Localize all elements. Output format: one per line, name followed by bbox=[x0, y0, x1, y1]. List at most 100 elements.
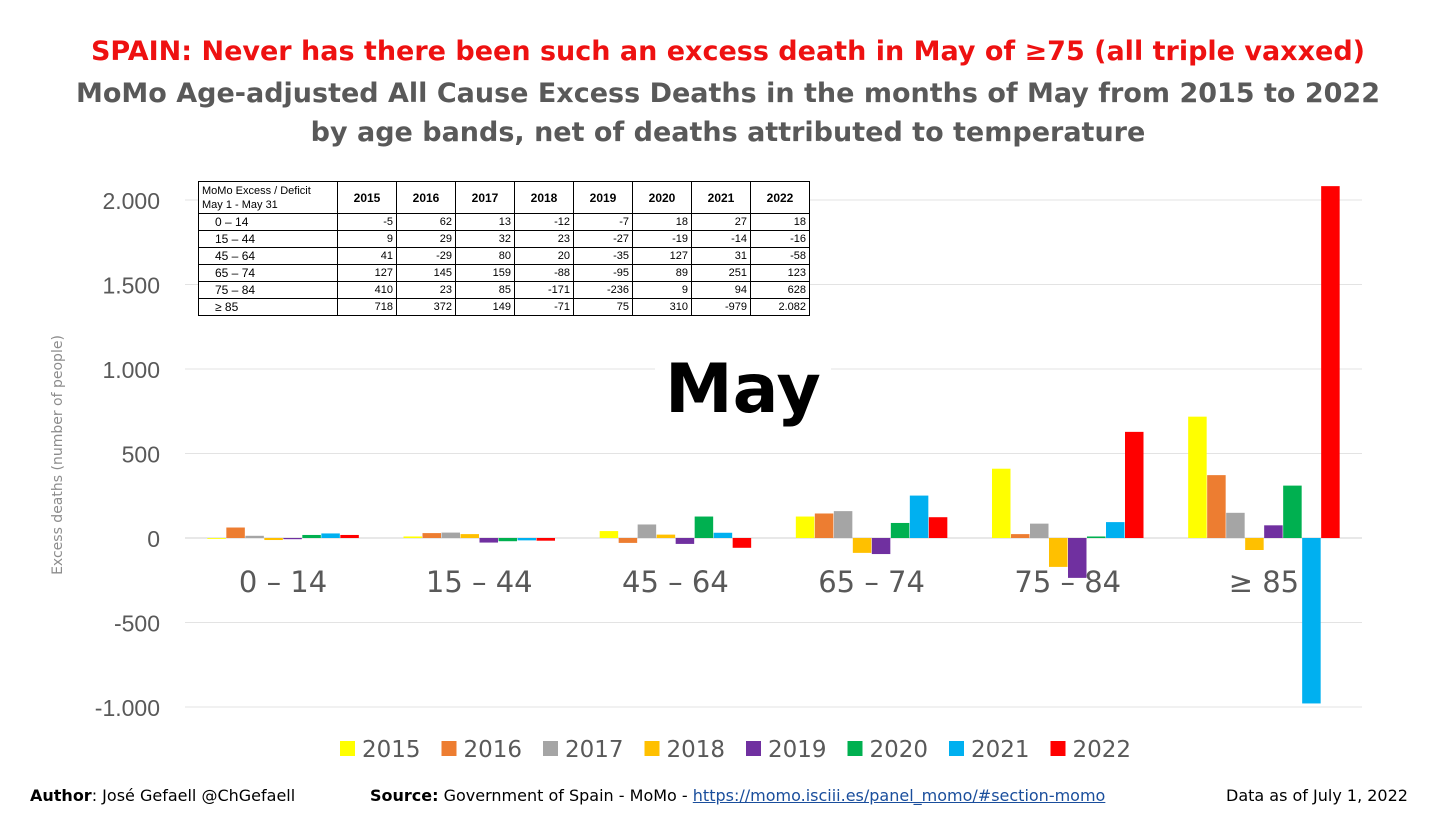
table-cell: 18 bbox=[632, 213, 692, 231]
table-header-row: MoMo Excess / Deficit May 1 - May 31 201… bbox=[198, 181, 810, 214]
bar bbox=[1188, 416, 1207, 538]
bar bbox=[871, 538, 891, 555]
bar bbox=[1049, 538, 1068, 567]
bar bbox=[1283, 485, 1302, 538]
chart-subtitle-line2: by age bands, net of deaths attributed t… bbox=[310, 117, 1146, 148]
table-cell: 410 bbox=[337, 281, 397, 299]
legend-label: 2015 bbox=[362, 737, 421, 763]
legend-swatch bbox=[543, 741, 558, 756]
bar bbox=[1011, 534, 1030, 538]
y-tick-label: -1.000 bbox=[95, 695, 160, 721]
table-cell: -236 bbox=[573, 281, 633, 299]
table-cell: 2.082 bbox=[750, 298, 810, 316]
table-cell: -29 bbox=[396, 247, 456, 265]
chart-subtitle: MoMo Age-adjusted All Cause Excess Death… bbox=[76, 78, 1380, 109]
bar bbox=[479, 538, 498, 543]
table-cell: -5 bbox=[337, 213, 397, 231]
y-axis-label: Excess deaths (number of people) bbox=[50, 335, 66, 575]
table-row-label: 75 – 84 bbox=[198, 281, 338, 299]
table-cell: -58 bbox=[750, 247, 810, 265]
footer-source: Source: Government of Spain - MoMo - htt… bbox=[370, 786, 1105, 805]
table-cell: 75 bbox=[573, 298, 633, 316]
legend-swatch bbox=[441, 741, 457, 756]
bar bbox=[264, 538, 283, 541]
table-row: 65 – 74 127 145 159 -88 -95 89 251 123 bbox=[198, 264, 810, 282]
table-row-label: 65 – 74 bbox=[198, 264, 338, 282]
footer: Author: José Gefaell @ChGefaell Source: … bbox=[0, 786, 1456, 810]
bar bbox=[1068, 538, 1087, 578]
bar bbox=[517, 538, 536, 541]
table-cell: 310 bbox=[632, 298, 692, 316]
y-tick-label: 500 bbox=[122, 442, 160, 468]
month-overlay-label: May bbox=[655, 350, 831, 430]
x-tick-label: 0 – 14 bbox=[239, 565, 327, 599]
legend-swatch bbox=[1050, 741, 1066, 756]
table-cell: 23 bbox=[514, 230, 574, 248]
y-tick-label: 1.500 bbox=[102, 273, 160, 299]
x-tick-label: 65 – 74 bbox=[818, 565, 925, 599]
author-label: Author bbox=[30, 786, 92, 805]
legend-label: 2017 bbox=[565, 737, 624, 763]
table-cell: 149 bbox=[455, 298, 515, 316]
table-cell: 89 bbox=[632, 264, 692, 282]
table-cell: -35 bbox=[573, 247, 633, 265]
bar bbox=[302, 534, 321, 538]
bar bbox=[890, 522, 910, 538]
table-year-header: 2015 bbox=[337, 181, 397, 214]
table-cell: 23 bbox=[396, 281, 456, 299]
table-cell: 127 bbox=[632, 247, 692, 265]
bar bbox=[675, 538, 695, 544]
footer-date: Data as of July 1, 2022 bbox=[1226, 786, 1408, 805]
chart-title: SPAIN: Never has there been such an exce… bbox=[90, 36, 1365, 67]
bar bbox=[226, 527, 245, 538]
table-cell: 123 bbox=[750, 264, 810, 282]
table-corner-line1: MoMo Excess / Deficit bbox=[202, 184, 311, 197]
table-cell: 20 bbox=[514, 247, 574, 265]
bar bbox=[245, 535, 264, 538]
table-year-header: 2022 bbox=[750, 181, 810, 214]
table-cell: 18 bbox=[750, 213, 810, 231]
bar bbox=[460, 534, 479, 538]
table-year-header: 2021 bbox=[691, 181, 751, 214]
table-cell: 27 bbox=[691, 213, 751, 231]
table-cell: 29 bbox=[396, 230, 456, 248]
table-cell: 94 bbox=[691, 281, 751, 299]
bar bbox=[795, 516, 815, 538]
bar bbox=[1125, 431, 1144, 538]
table-cell: -171 bbox=[514, 281, 574, 299]
table-body: 0 – 14 -5 62 13 -12 -7 18 27 18 15 – 44 9 29 32 23 -27… bbox=[198, 213, 810, 316]
table-cell: 31 bbox=[691, 247, 751, 265]
table-row: 45 – 64 41 -29 80 20 -35 127 31 -58 bbox=[198, 247, 810, 265]
table-year-header: 2017 bbox=[455, 181, 515, 214]
legend-swatch bbox=[746, 741, 761, 756]
table-cell: -7 bbox=[573, 213, 633, 231]
table-row: 15 – 44 9 29 32 23 -27 -19 -14 -16 bbox=[198, 230, 810, 248]
table-cell: 9 bbox=[337, 230, 397, 248]
table-row: 0 – 14 -5 62 13 -12 -7 18 27 18 bbox=[198, 213, 810, 231]
table-corner-header: MoMo Excess / Deficit May 1 - May 31 bbox=[198, 181, 338, 214]
table-cell: 145 bbox=[396, 264, 456, 282]
table-row: ≥ 85 718 372 149 -71 75 310 -979 2.082 bbox=[198, 298, 810, 316]
table-row-label: 15 – 44 bbox=[198, 230, 338, 248]
bar bbox=[599, 531, 619, 538]
table-year-header: 2020 bbox=[632, 181, 692, 214]
table-cell: -95 bbox=[573, 264, 633, 282]
bar bbox=[207, 538, 226, 539]
bar bbox=[732, 538, 752, 548]
footer-author: Author: José Gefaell @ChGefaell bbox=[30, 786, 295, 805]
bar bbox=[833, 511, 853, 538]
x-tick-label: 15 – 44 bbox=[426, 565, 533, 599]
table-cell: 85 bbox=[455, 281, 515, 299]
y-tick-label: -500 bbox=[114, 611, 160, 637]
bar bbox=[656, 534, 676, 538]
bar bbox=[498, 538, 517, 542]
x-tick-label: ≥ 85 bbox=[1229, 565, 1299, 599]
source-link[interactable]: https://momo.isciii.es/panel_momo/#secti… bbox=[692, 786, 1106, 805]
legend-label: 2019 bbox=[768, 737, 827, 763]
legend-label: 2021 bbox=[971, 737, 1030, 763]
table-cell: 251 bbox=[691, 264, 751, 282]
y-tick-label: 1.000 bbox=[102, 357, 160, 383]
legend-label: 2020 bbox=[870, 737, 929, 763]
y-tick-label: 2.000 bbox=[102, 188, 160, 214]
bar bbox=[814, 513, 834, 538]
